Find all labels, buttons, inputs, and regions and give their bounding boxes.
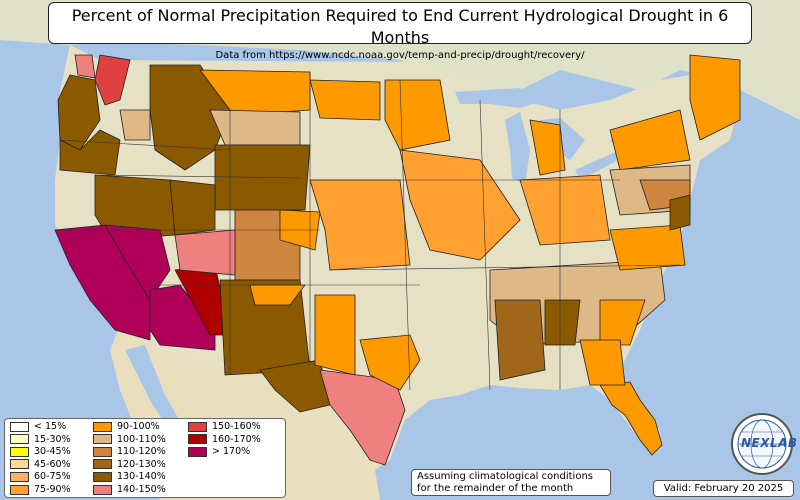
legend-label: > 170%	[212, 446, 251, 458]
region-mi	[529, 119, 566, 176]
legend-swatch	[93, 434, 112, 445]
region-ms-al	[494, 299, 546, 381]
legend-label: 100-110%	[117, 433, 166, 445]
region-ut-pink	[174, 229, 236, 276]
region-mt-tan	[209, 109, 301, 146]
legend-item: > 170%	[188, 446, 250, 458]
legend-label: 150-160%	[212, 421, 261, 432]
legend-item: 90-100%	[93, 421, 160, 433]
assumption-line-1: Assuming climatological conditions	[417, 471, 593, 482]
region-nd	[309, 79, 381, 121]
legend-label: 75-90%	[34, 484, 71, 495]
legend-swatch	[10, 471, 29, 482]
drought-regions	[54, 54, 741, 466]
legend-item: 15-30%	[10, 434, 71, 446]
map-subtitle: Data from https://www.ncdc.noaa.gov/temp…	[215, 50, 585, 61]
region-mn	[384, 79, 451, 151]
title-box: Percent of Normal Precipitation Required…	[48, 2, 752, 61]
region-ny	[609, 109, 691, 171]
legend-swatch	[188, 421, 207, 432]
logo-text: NEXLAB	[741, 436, 798, 450]
legend-label: 110-120%	[117, 446, 166, 458]
legend-label: 90-100%	[117, 421, 160, 432]
legend-item: 45-60%	[10, 459, 71, 471]
legend-label: 15-30%	[34, 433, 71, 445]
region-ne-orange	[689, 54, 741, 141]
legend-label: 120-130%	[117, 458, 166, 470]
legend-label: 30-45%	[34, 446, 71, 458]
legend-swatch	[93, 446, 112, 457]
legend-item: 30-45%	[10, 446, 71, 458]
legend-item: 110-120%	[93, 446, 166, 458]
region-ut	[169, 179, 216, 236]
region-al-ga	[544, 299, 581, 346]
region-tx-east	[359, 334, 421, 391]
assumption-note: Assuming climatological conditions for t…	[411, 469, 611, 496]
legend-label: 160-170%	[212, 433, 261, 445]
region-oh-in	[519, 174, 611, 246]
gulf-of-california	[125, 345, 185, 440]
region-pa-dark	[669, 194, 691, 231]
legend-swatch	[10, 446, 29, 457]
florida	[599, 381, 663, 456]
region-ia-il	[399, 149, 521, 261]
legend-swatch	[93, 471, 112, 482]
nexlab-logo: NEXLAB	[731, 413, 797, 475]
legend-item: 100-110%	[93, 434, 166, 446]
legend-label: 60-75%	[34, 471, 71, 483]
legend-label: 45-60%	[34, 458, 71, 470]
legend-swatch	[93, 421, 112, 432]
assumption-line-2: for the remainder of the month	[417, 483, 574, 494]
legend-item: 140-150%	[93, 484, 166, 496]
legend-label: 140-150%	[117, 484, 166, 495]
legend-swatch	[93, 459, 112, 470]
legend-item: 130-140%	[93, 471, 166, 483]
legend: < 15% 15-30% 30-45% 45-60% 60-75% 75-90% 90-10…	[4, 418, 286, 498]
legend-item: 120-130%	[93, 459, 166, 471]
state-borders	[55, 72, 681, 391]
legend-swatch	[188, 434, 207, 445]
region-ga-fl	[579, 339, 626, 386]
legend-label: < 15%	[34, 421, 67, 432]
map-title: Percent of Normal Precipitation Required…	[71, 6, 729, 47]
legend-item: < 15%	[10, 421, 66, 433]
globe-icon	[737, 419, 787, 469]
region-or	[59, 129, 121, 176]
region-id-light	[119, 109, 151, 141]
legend-swatch	[10, 434, 29, 445]
legend-item: 60-75%	[10, 471, 71, 483]
legend-item: 160-170%	[188, 434, 261, 446]
valid-date-label: Valid: February 20 2025	[653, 480, 794, 497]
legend-swatch	[10, 484, 29, 495]
legend-swatch	[93, 484, 112, 495]
region-tx-orange	[314, 294, 356, 376]
legend-label: 130-140%	[117, 471, 166, 483]
region-nc-va	[609, 224, 686, 271]
legend-swatch	[188, 446, 207, 457]
legend-swatch	[10, 421, 29, 432]
legend-swatch	[10, 459, 29, 470]
region-wa-red	[94, 54, 131, 106]
region-sc	[599, 299, 646, 346]
legend-item: 150-160%	[188, 421, 261, 433]
legend-item: 75-90%	[10, 484, 71, 496]
region-wa-pink	[74, 54, 96, 79]
